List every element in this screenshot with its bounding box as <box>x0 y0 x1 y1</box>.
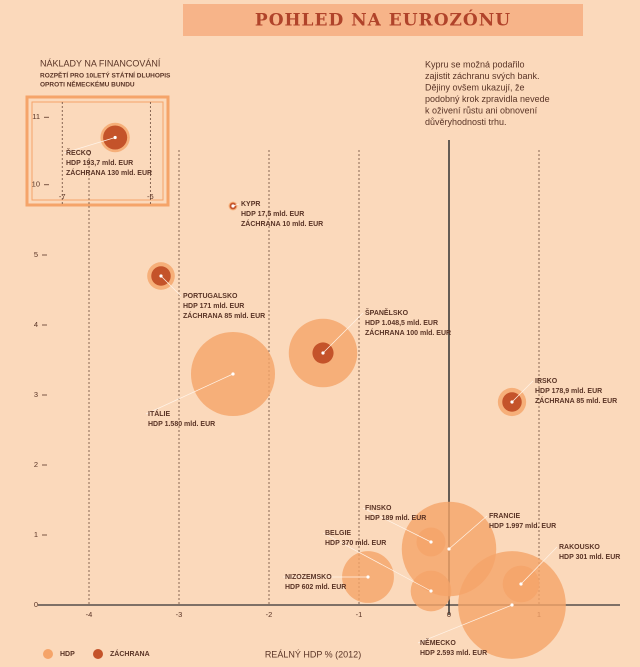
center-dot <box>231 372 235 376</box>
x-axis-title: REÁLNÝ HDP % (2012) <box>265 649 361 659</box>
y-axis-subtitle: OPROTI NĚMECKÉMU BUNDU <box>40 80 135 89</box>
leader-line <box>322 532 432 592</box>
point-name: ŘECKO <box>66 148 92 157</box>
gdp-label: HDP 171 mld. EUR <box>183 303 244 310</box>
inset-frame <box>31 101 164 201</box>
center-dot <box>510 603 514 607</box>
y-tick-label: 11 <box>32 112 40 121</box>
center-dot <box>429 540 433 544</box>
y-tick-label: 5 <box>34 250 38 259</box>
annotation: Dějiny ovšem ukazují, že <box>425 82 525 92</box>
annotation: Kypru se možná podařilo <box>425 59 525 69</box>
gdp-label: HDP 17,5 mld. EUR <box>241 211 304 218</box>
title-band <box>183 4 583 36</box>
gdp-label: HDP 1.997 mld. EUR <box>489 523 556 530</box>
gdp-label: HDP 178,9 mld. EUR <box>535 388 602 395</box>
center-dot <box>510 400 514 404</box>
gdp-label: HDP 189 mld. EUR <box>365 515 426 522</box>
point-name: IRSKO <box>535 378 558 385</box>
point-name: ŠPANĚLSKO <box>365 308 409 317</box>
x-tick-label: -6 <box>147 192 154 201</box>
gdp-label: HDP 602 mld. EUR <box>285 584 346 591</box>
y-tick-label: 4 <box>34 320 38 329</box>
center-dot <box>113 135 117 140</box>
center-dot <box>159 274 163 278</box>
center-dot <box>231 204 235 208</box>
legend-swatch <box>43 649 53 659</box>
x-tick-label: -3 <box>176 610 183 619</box>
gdp-label: HDP 193,7 mld. EUR <box>66 160 133 167</box>
leader-line <box>520 546 558 585</box>
x-tick-label: -7 <box>59 192 66 201</box>
point-name: PORTUGALSKO <box>183 293 238 300</box>
leader-line <box>322 312 364 354</box>
point-name: NĚMECKO <box>420 638 456 647</box>
legend-label: ZÁCHRANA <box>110 649 150 658</box>
point-name: NIZOZEMSKO <box>285 574 332 581</box>
x-tick-label: -4 <box>86 610 93 619</box>
bailout-label: ZÁCHRANA 130 mld. EUR <box>66 168 152 177</box>
chart-title: POHLED NA EUROZÓNU <box>255 10 511 31</box>
y-tick-label: 0 <box>34 600 38 609</box>
point-name: ITÁLIE <box>148 409 170 418</box>
bailout-label: ZÁCHRANA 85 mld. EUR <box>535 396 617 405</box>
leader-line <box>362 507 432 543</box>
point-name: KYPR <box>241 201 260 208</box>
x-tick-label: -2 <box>266 610 273 619</box>
y-tick-label: 2 <box>34 460 38 469</box>
gdp-label: HDP 2.593 mld. EUR <box>420 650 487 657</box>
bailout-label: ZÁCHRANA 100 mld. EUR <box>365 328 451 337</box>
bailout-label: ZÁCHRANA 85 mld. EUR <box>183 311 265 320</box>
leader-line <box>511 380 534 403</box>
leader-line <box>145 373 234 415</box>
gdp-label: HDP 370 mld. EUR <box>325 540 386 547</box>
legend-label: HDP <box>60 651 75 658</box>
y-tick-label: 10 <box>32 180 40 189</box>
center-dot <box>366 575 370 579</box>
point-name: BELGIE <box>325 530 351 537</box>
annotation: zajistit záchranu svých bank. <box>425 71 540 81</box>
point-name: FINSKO <box>365 505 392 512</box>
center-dot <box>321 351 325 355</box>
gdp-label: HDP 301 mld. EUR <box>559 554 620 561</box>
x-tick-label: -1 <box>356 610 363 619</box>
leader-line <box>448 515 488 550</box>
y-axis-title: NÁKLADY NA FINANCOVÁNÍ <box>40 58 161 68</box>
bailout-label: ZÁCHRANA 10 mld. EUR <box>241 219 323 228</box>
leader-line <box>417 604 513 644</box>
point-name: RAKOUSKO <box>559 544 600 551</box>
center-dot <box>447 547 451 551</box>
leader-line <box>160 275 182 297</box>
gdp-label: HDP 1.580 mld. EUR <box>148 421 215 428</box>
legend-swatch <box>93 649 103 659</box>
y-axis-subtitle: ROZPĚTÍ PRO 10LETÝ STÁTNÍ DLUHOPIS <box>40 71 171 80</box>
annotation: k oživení růstu ani obnovení <box>425 105 538 115</box>
gdp-label: HDP 1.048,5 mld. EUR <box>365 320 438 327</box>
center-dot <box>429 589 433 593</box>
annotation: podobný krok zpravidla nevede <box>425 94 550 104</box>
center-dot <box>519 582 523 586</box>
leader-line <box>63 137 116 154</box>
inset-frame <box>25 95 170 207</box>
annotation: důvěryhodnosti trhu. <box>425 117 507 127</box>
point-name: FRANCIE <box>489 513 520 520</box>
y-tick-label: 1 <box>34 530 38 539</box>
y-tick-label: 3 <box>34 390 38 399</box>
x-tick-label: 0 <box>447 610 451 619</box>
